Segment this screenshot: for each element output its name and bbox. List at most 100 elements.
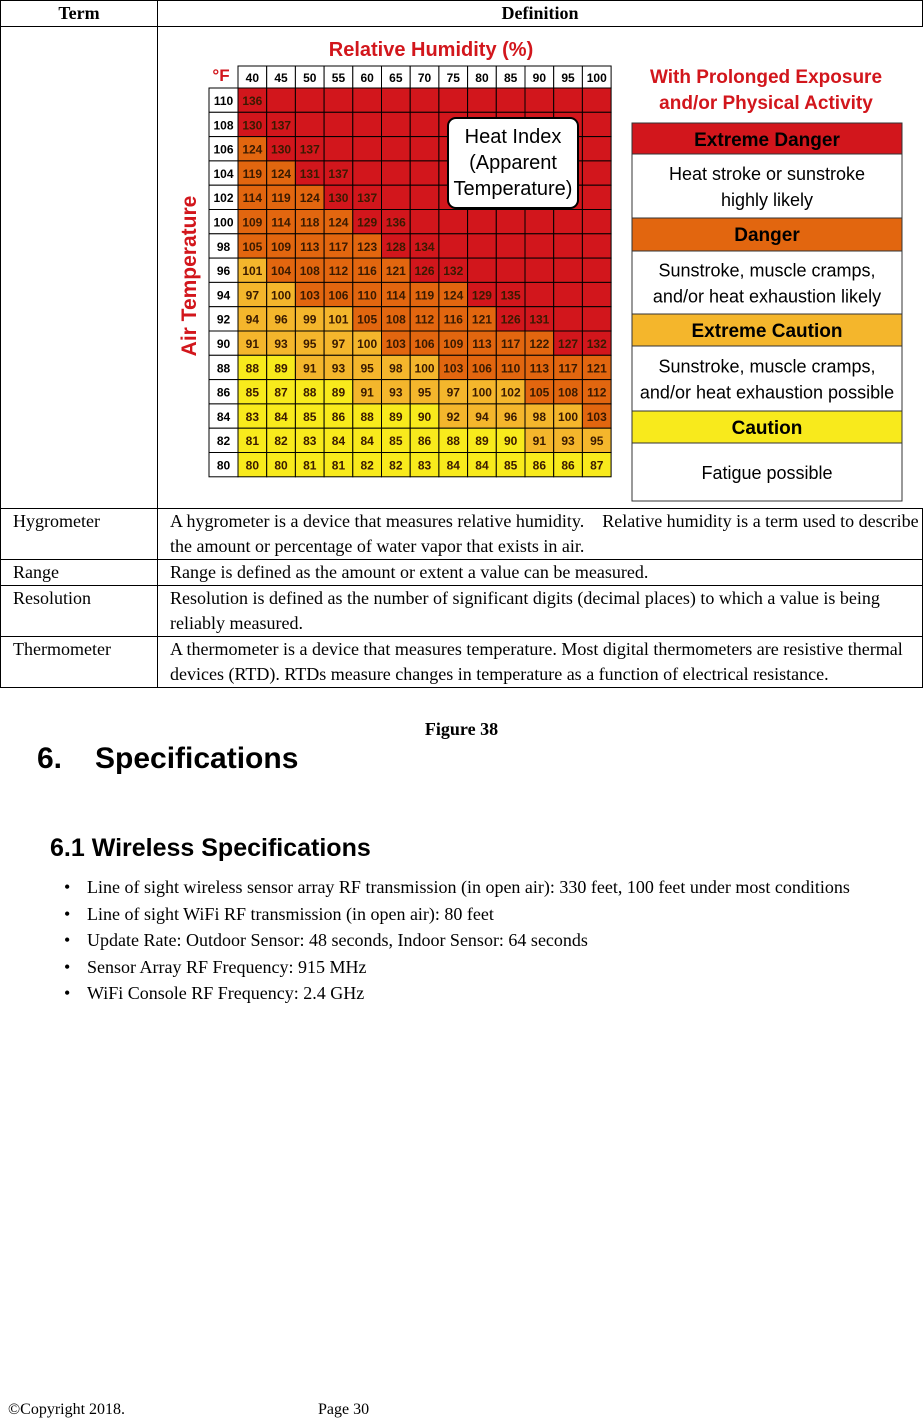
heat-cell <box>495 403 526 429</box>
heat-value: 99 <box>303 313 317 327</box>
humidity-label: 70 <box>418 71 432 85</box>
temp-cell <box>208 306 239 332</box>
heat-value: 84 <box>332 434 346 448</box>
heat-value: 84 <box>447 459 461 473</box>
heat-value: 86 <box>418 434 432 448</box>
heat-cell <box>352 427 382 454</box>
heat-cell <box>438 209 469 235</box>
heat-value: 137 <box>357 191 377 205</box>
humidity-label: 100 <box>587 71 607 85</box>
heat-cell <box>495 233 526 259</box>
heat-value: 87 <box>590 459 604 473</box>
temp-label: 92 <box>217 313 231 327</box>
heat-value: 92 <box>447 410 461 424</box>
humidity-label: 45 <box>274 71 288 85</box>
temp-label: 102 <box>213 191 233 205</box>
heat-cell <box>266 306 296 332</box>
heat-value: 104 <box>271 264 291 278</box>
temp-label: 80 <box>217 459 231 473</box>
term: Hygrometer <box>0 508 158 560</box>
heat-cell <box>438 257 469 283</box>
heat-value: 80 <box>274 459 288 473</box>
heat-value: 122 <box>529 337 549 351</box>
heat-cell <box>553 330 583 356</box>
unit: °F <box>212 66 229 85</box>
heat-value: 98 <box>533 410 547 424</box>
heat-cell <box>581 87 612 113</box>
heat-value: 90 <box>418 410 432 424</box>
heat-cell <box>524 330 555 356</box>
chart-title: Relative Humidity (%) <box>329 39 533 61</box>
inset-text: (Apparent <box>469 152 557 174</box>
heat-cell <box>409 427 440 454</box>
heat-value: 106 <box>415 337 435 351</box>
heat-cell <box>524 257 555 283</box>
temp-label: 86 <box>217 386 231 400</box>
heat-cell <box>438 379 469 405</box>
level-desc-box <box>631 442 903 502</box>
heat-cell <box>495 209 526 235</box>
heat-value: 85 <box>303 410 317 424</box>
heat-value: 84 <box>475 459 489 473</box>
heat-cell <box>381 111 411 138</box>
definition: Resolution is defined as the number of s… <box>157 585 923 637</box>
level-bar <box>631 217 903 252</box>
term-row: Hygrometer A hygrometer is a device that … <box>0 508 923 560</box>
heat-cell <box>323 184 354 210</box>
heat-cell <box>581 136 612 162</box>
subsection-title: 6.1 Wireless Specifications <box>50 834 371 862</box>
heat-value: 119 <box>415 288 435 302</box>
heat-value: 83 <box>303 434 317 448</box>
spec-item: Line of sight WiFi RF transmission (in o… <box>0 901 912 928</box>
heat-value: 93 <box>389 386 403 400</box>
temp-label: 106 <box>213 143 233 157</box>
heat-value: 105 <box>242 240 262 254</box>
heat-cell <box>581 354 612 381</box>
heat-value: 121 <box>587 361 607 375</box>
temp-cell <box>208 452 239 478</box>
heat-cell <box>294 87 325 113</box>
heat-cell <box>237 306 268 332</box>
heat-cell <box>237 136 268 162</box>
heat-value: 127 <box>558 337 578 351</box>
heat-cell <box>352 87 382 113</box>
heat-value: 137 <box>271 118 291 132</box>
temp-cell <box>208 427 239 454</box>
heat-cell <box>553 209 583 235</box>
heat-value: 91 <box>360 386 374 400</box>
heat-cell <box>294 111 325 138</box>
heat-value: 94 <box>475 410 489 424</box>
heat-value: 103 <box>386 337 406 351</box>
heat-value: 91 <box>303 361 317 375</box>
heat-cell <box>409 160 440 186</box>
heat-value: 81 <box>303 459 317 473</box>
heat-cell <box>581 306 612 332</box>
temp-label: 94 <box>217 288 231 302</box>
heat-value: 114 <box>386 288 406 302</box>
heat-cell <box>553 306 583 332</box>
heat-value: 88 <box>447 434 461 448</box>
heat-value: 88 <box>360 410 374 424</box>
humidity-label: 90 <box>533 71 547 85</box>
heat-value: 88 <box>303 386 317 400</box>
figure-cell: Relative Humidity (%) °F Air Temperature 40… <box>157 26 923 509</box>
heat-cell <box>467 209 497 235</box>
section-number: 6. <box>37 742 63 775</box>
temp-label: 104 <box>213 167 233 181</box>
heat-value: 108 <box>300 264 320 278</box>
heat-cell <box>381 330 411 356</box>
heat-cell <box>581 452 612 478</box>
heat-value: 108 <box>558 386 578 400</box>
level-description: Heat stroke or sunstroke <box>669 164 865 184</box>
heat-value: 82 <box>389 459 403 473</box>
heat-value: 116 <box>444 313 464 327</box>
heat-cell <box>266 233 296 259</box>
heat-value: 126 <box>415 264 435 278</box>
heat-value: 88 <box>246 361 260 375</box>
heat-value: 119 <box>243 167 263 181</box>
heat-cell <box>553 379 583 405</box>
term-row: Range Range is defined as the amount or e… <box>0 559 923 586</box>
heat-value: 121 <box>386 264 406 278</box>
heat-cell <box>294 403 325 429</box>
heat-value: 112 <box>587 386 607 400</box>
